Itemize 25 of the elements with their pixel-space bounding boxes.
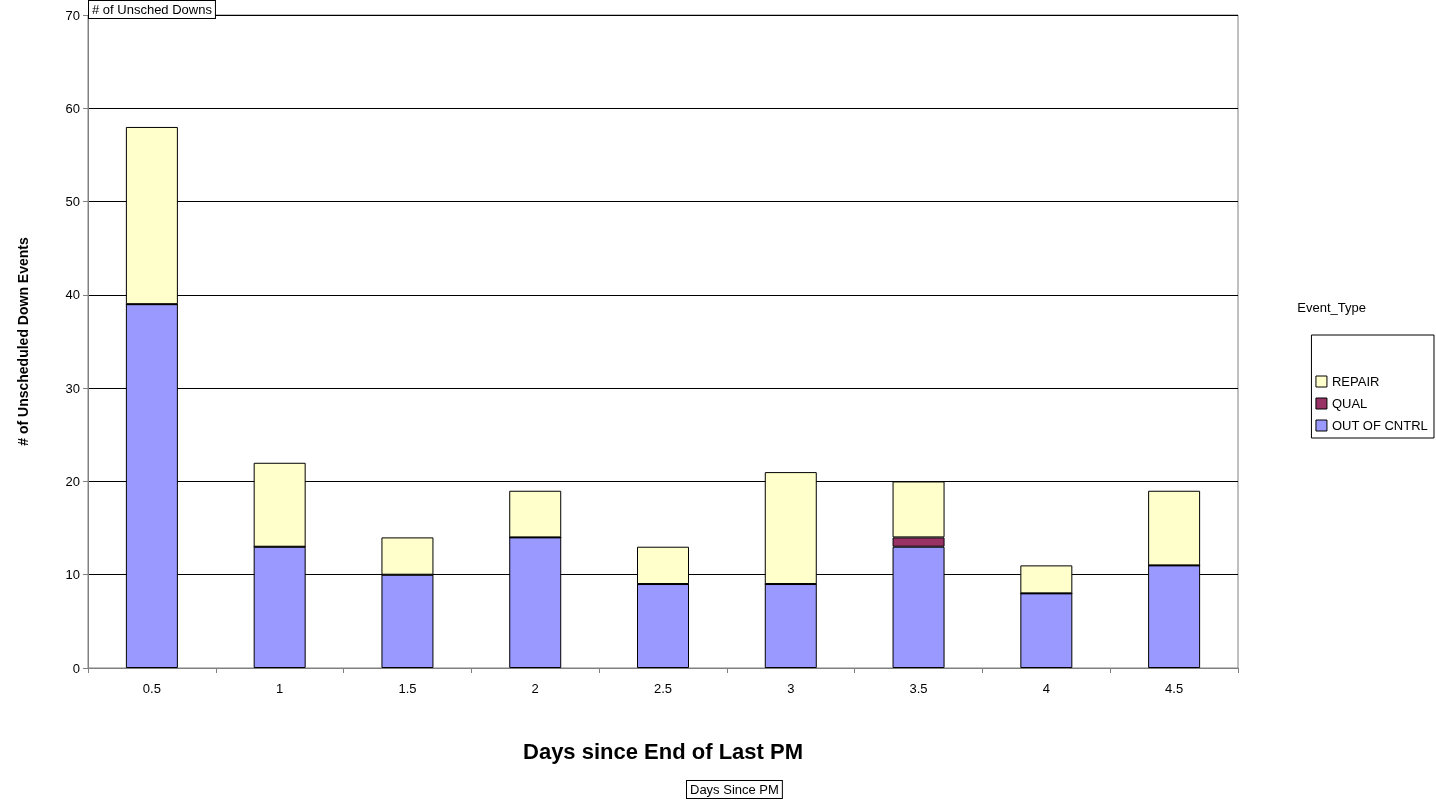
x-tick-label: 2.5 [653, 681, 673, 696]
y-tick-label: 60 [65, 100, 80, 116]
y-tick-label: 0 [72, 660, 80, 676]
x-tick-label: 4 [1042, 681, 1050, 696]
y-tick-label: 20 [65, 473, 80, 489]
legend-title: Event_Type [1297, 300, 1366, 315]
legend-label: OUT OF CNTRL [1331, 418, 1428, 433]
x-tick-label: 0.5 [142, 681, 161, 696]
x-tick-label: 4.5 [1165, 681, 1184, 696]
y-tick-label: 10 [65, 567, 80, 583]
y-tick-label: 70 [65, 7, 80, 23]
legend-label: QUAL [1331, 396, 1368, 411]
annotation: # of Unsched Downs [92, 2, 213, 17]
y-axis-title: # of Unscheduled Down Events [15, 237, 31, 446]
legend-label: REPAIR [1331, 374, 1380, 389]
y-tick-label: 50 [65, 194, 80, 210]
x-tick-label: 1 [276, 681, 284, 696]
text: Days Since PM [690, 782, 779, 797]
x-tick-label: 3.5 [909, 681, 928, 696]
x-tick-label: 1.5 [398, 681, 417, 696]
x-axis-title: Days since End of Last PM [523, 738, 803, 764]
y-tick-label: 40 [65, 287, 80, 303]
x-tick-label: 3 [787, 681, 795, 696]
x-tick-label: 2 [531, 681, 539, 696]
y-tick-label: 30 [65, 380, 80, 396]
